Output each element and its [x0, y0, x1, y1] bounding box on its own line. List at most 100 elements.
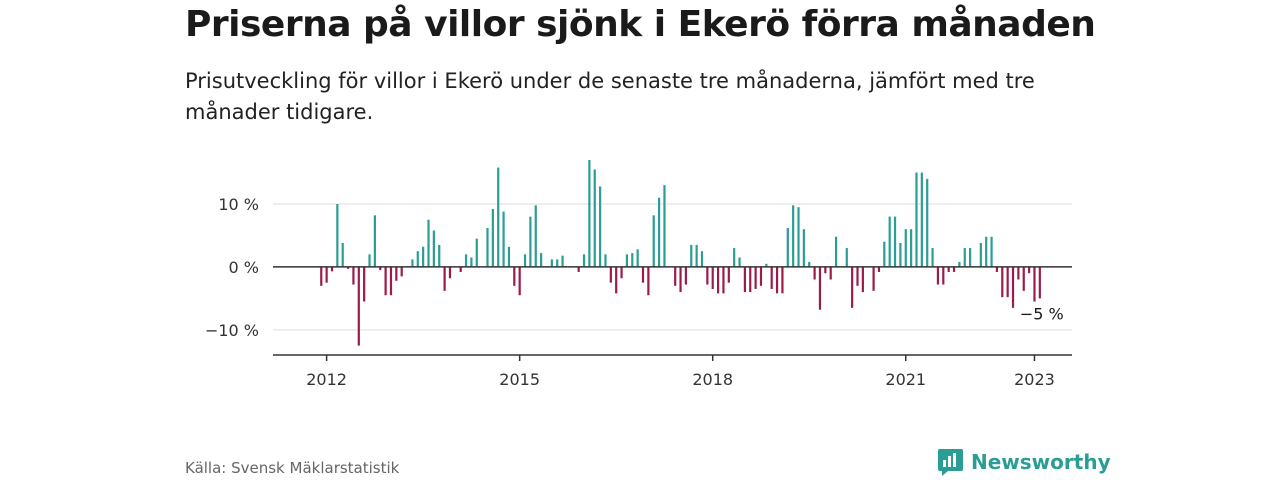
- chart-title: Priserna på villor sjönk i Ekerö förra m…: [185, 4, 1096, 45]
- newsworthy-logo-icon: [938, 449, 963, 476]
- bar: [920, 172, 923, 267]
- bar: [497, 167, 500, 267]
- bar: [1017, 266, 1020, 280]
- gridlines: [273, 203, 1072, 331]
- bar: [952, 266, 956, 272]
- bar: [899, 243, 902, 267]
- bar: [556, 259, 559, 267]
- bar: [1001, 266, 1004, 298]
- bar: [770, 266, 773, 289]
- bar: [411, 259, 414, 267]
- source-note: Källa: Svensk Mäklarstatistik: [185, 459, 400, 477]
- bar: [368, 254, 371, 267]
- bar: [888, 216, 891, 267]
- bar: [422, 246, 425, 267]
- bar: [995, 266, 999, 272]
- bar: [893, 216, 897, 267]
- bar: [792, 205, 795, 267]
- y-tick-label: −10 %: [205, 321, 259, 340]
- bar: [470, 257, 473, 267]
- bar: [341, 243, 344, 267]
- bar: [706, 266, 709, 285]
- labels: 10 % 0 % −10 % 2012 2015 2018 2021 2023 −5 %: [205, 195, 1064, 389]
- bar: [636, 249, 639, 267]
- bar: [963, 248, 966, 267]
- bar: [352, 266, 355, 285]
- x-tick-label: 2012: [306, 370, 347, 389]
- bar: [1011, 266, 1015, 308]
- bar: [416, 251, 419, 267]
- newsworthy-brand: Newsworthy: [937, 448, 1111, 476]
- bar: [448, 266, 452, 279]
- bar: [700, 251, 704, 267]
- bar: [990, 236, 993, 267]
- bar: [942, 266, 945, 285]
- bar: [486, 227, 489, 267]
- bar: [346, 266, 350, 269]
- bar: [663, 185, 666, 267]
- bar: [330, 266, 334, 272]
- bar: [926, 178, 929, 267]
- bar: [969, 248, 972, 267]
- x-tick-label: 2018: [692, 370, 733, 389]
- bar: [599, 186, 602, 267]
- bar: [936, 266, 940, 285]
- bar: [904, 229, 907, 267]
- bar: [631, 253, 634, 267]
- bar: [690, 244, 693, 267]
- bar: [400, 266, 403, 277]
- bar: [582, 254, 586, 267]
- bar: [379, 266, 382, 271]
- bar: [652, 215, 655, 267]
- bar: [985, 236, 988, 267]
- bar: [325, 266, 328, 283]
- bar: [523, 254, 527, 267]
- bar: [695, 244, 698, 267]
- bar: [947, 266, 950, 272]
- bar: [797, 207, 800, 267]
- bar: [845, 248, 848, 267]
- x-tick-label: 2023: [1014, 370, 1055, 389]
- bar: [620, 266, 623, 279]
- bar: [958, 261, 961, 267]
- bar: [834, 236, 838, 267]
- bar: [1022, 266, 1025, 291]
- bar: [459, 266, 462, 272]
- bar: [684, 266, 688, 285]
- bar: [593, 169, 596, 267]
- bar: [674, 266, 677, 286]
- bar: [738, 257, 741, 267]
- bar: [1038, 266, 1041, 299]
- bar: [561, 255, 564, 267]
- bar: [609, 266, 612, 283]
- chart-subtitle: Prisutveckling för villor i Ekerö under …: [185, 69, 1035, 124]
- bar: [395, 266, 398, 281]
- bar: [813, 266, 816, 280]
- bar: [491, 209, 494, 267]
- bar: [856, 266, 859, 286]
- bar: [604, 254, 607, 267]
- bar: [754, 266, 757, 289]
- bar: [507, 246, 511, 267]
- bar: [877, 266, 881, 272]
- bar: [711, 266, 714, 289]
- bar: [851, 266, 854, 308]
- x-tick-label: 2015: [499, 370, 540, 389]
- bar: [743, 266, 746, 293]
- bar: [384, 266, 387, 296]
- bar: [733, 248, 736, 267]
- bar: [357, 266, 360, 346]
- bar: [389, 266, 393, 296]
- bar: [824, 266, 827, 274]
- axes: [273, 266, 1072, 361]
- bar: [1028, 266, 1031, 274]
- bar: [625, 254, 629, 267]
- bar: [931, 248, 934, 267]
- bar: [647, 266, 650, 296]
- bar: [529, 216, 532, 267]
- bar: [657, 197, 661, 267]
- bar: [427, 219, 430, 267]
- bar: [540, 253, 543, 267]
- bar: [727, 266, 730, 283]
